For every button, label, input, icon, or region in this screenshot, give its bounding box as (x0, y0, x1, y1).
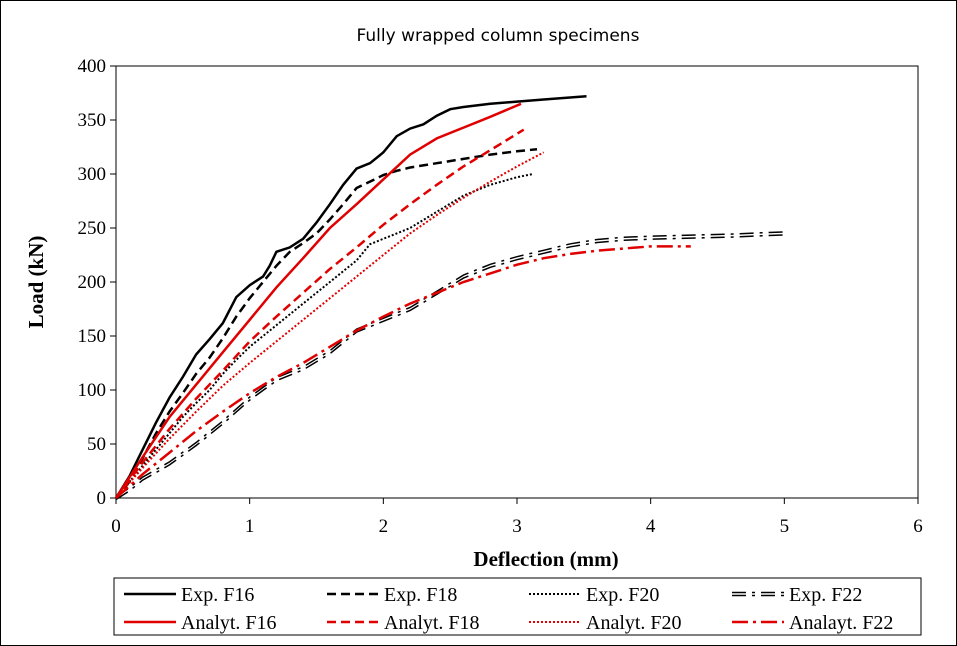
series-line-exp-f18 (115, 147, 538, 499)
legend-label-analayt-f22: Analayt. F22 (789, 612, 893, 634)
series-line-analyt-f20 (115, 151, 545, 499)
x-tick-label: 2 (379, 516, 389, 537)
series-line-analyt-f16 (114, 102, 522, 499)
y-tick-label: 250 (78, 218, 107, 239)
series-line-analayt-f22 (115, 245, 691, 499)
y-tick-label: 50 (87, 434, 106, 455)
legend: Exp. F16 Exp. F18 Exp. F20 Exp. F22 Analyt. … (124, 584, 893, 634)
x-axis-ticks: 0 1 2 3 4 5 6 (111, 498, 923, 537)
x-tick-label: 5 (780, 516, 790, 537)
plot-area (115, 65, 919, 499)
chart-title: Fully wrapped column specimens (357, 26, 640, 46)
series-line-exp-f20 (115, 173, 534, 499)
legend-box (113, 577, 922, 636)
y-tick-label: 400 (78, 56, 107, 77)
y-tick-label: 100 (78, 380, 107, 401)
series-line-exp-f22 (115, 231, 785, 498)
legend-label-analyt-f18: Analyt. F18 (384, 612, 480, 634)
legend-label-analyt-f16: Analyt. F16 (181, 612, 277, 634)
y-tick-label: 200 (78, 272, 107, 293)
legend-label-exp-f20: Exp. F20 (586, 584, 659, 606)
y-tick-label: 150 (78, 326, 107, 347)
y-tick-label: 350 (78, 110, 107, 131)
series-line-analyt-f18 (114, 128, 525, 499)
x-tick-label: 1 (245, 516, 255, 537)
x-tick-label: 0 (111, 516, 121, 537)
x-tick-label: 4 (646, 516, 656, 537)
y-axis-ticks: 0 50 100 150 200 250 300 350 400 (78, 56, 116, 509)
x-tick-label: 6 (913, 516, 923, 537)
legend-label-exp-f22: Exp. F22 (789, 584, 862, 606)
legend-label-analyt-f20: Analyt. F20 (586, 612, 682, 634)
legend-label-exp-f16: Exp. F16 (181, 584, 254, 606)
x-axis-label: Deflection (mm) (473, 547, 618, 571)
y-tick-label: 0 (97, 488, 107, 509)
series-lines (114, 94, 785, 501)
y-tick-label: 300 (78, 164, 107, 185)
series-line-exp-f16 (114, 94, 587, 499)
legend-label-exp-f18: Exp. F18 (384, 584, 457, 606)
series-line-exp-f22-inner (115, 234, 785, 501)
x-tick-label: 3 (512, 516, 522, 537)
y-axis-label: Load (kN) (24, 236, 48, 329)
